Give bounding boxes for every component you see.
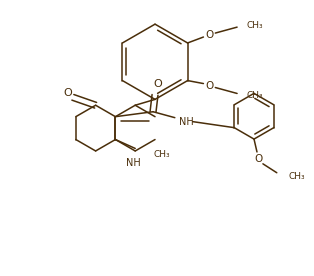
Text: NH: NH [126, 158, 141, 168]
Text: O: O [154, 79, 162, 89]
Text: O: O [205, 81, 214, 91]
Text: CH₃: CH₃ [247, 91, 264, 100]
Text: CH₃: CH₃ [153, 150, 170, 159]
Text: O: O [63, 88, 72, 98]
Text: NH: NH [179, 117, 194, 127]
Text: O: O [255, 154, 263, 164]
Text: O: O [205, 30, 214, 40]
Text: CH₃: CH₃ [289, 172, 305, 181]
Text: CH₃: CH₃ [247, 21, 264, 30]
